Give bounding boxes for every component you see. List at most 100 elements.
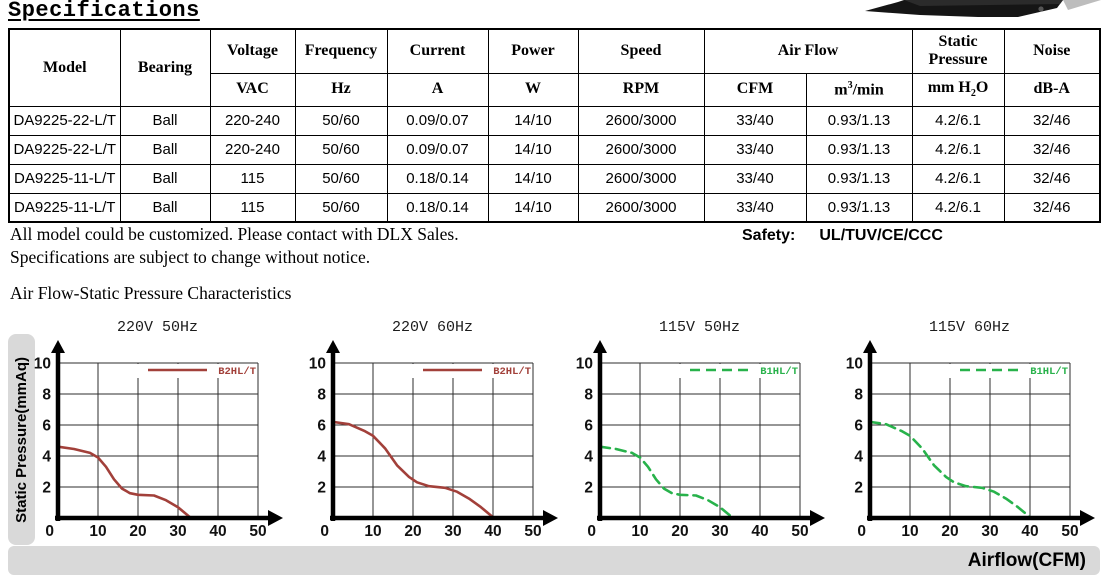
- cell-static-pressure: 4.2/6.1: [911, 105, 1005, 136]
- svg-text:20: 20: [671, 523, 688, 540]
- cell-speed: 2600/3000: [577, 163, 705, 194]
- cell-m3min: 0.93/1.13: [805, 134, 913, 165]
- svg-text:50: 50: [791, 523, 808, 540]
- svg-text:40: 40: [1021, 523, 1038, 540]
- unit-rpm: RPM: [577, 72, 705, 107]
- svg-text:6: 6: [42, 418, 51, 435]
- svg-text:50: 50: [249, 523, 266, 540]
- col-header-voltage: Voltage: [209, 28, 296, 74]
- cell-noise: 32/46: [1003, 192, 1101, 223]
- chart-canvas: B1HL/T 0 10 20 30 40 50 2 4 6 8 10: [832, 340, 1097, 545]
- svg-text:6: 6: [854, 418, 863, 435]
- cell-static-pressure: 4.2/6.1: [911, 192, 1005, 223]
- unit-w: W: [487, 72, 579, 107]
- chart-canvas: B2HL/T 0 10 20 30 40 50 2 4 6 8 10: [20, 340, 285, 545]
- svg-text:4: 4: [42, 449, 51, 466]
- svg-text:20: 20: [941, 523, 958, 540]
- svg-text:50: 50: [524, 523, 541, 540]
- safety-label: Safety:: [742, 227, 796, 244]
- svg-text:50: 50: [1061, 523, 1078, 540]
- cell-frequency: 50/60: [294, 105, 388, 136]
- svg-text:6: 6: [317, 418, 326, 435]
- cell-static-pressure: 4.2/6.1: [911, 163, 1005, 194]
- cell-m3min: 0.93/1.13: [805, 163, 913, 194]
- cell-bearing: Ball: [119, 192, 211, 223]
- table-row: DA9225-22-L/T Ball 220-240 50/60 0.09/0.…: [8, 105, 1101, 136]
- cell-cfm: 33/40: [703, 163, 807, 194]
- svg-text:8: 8: [42, 387, 51, 404]
- svg-text:10: 10: [364, 523, 381, 540]
- page-title: Specifications: [8, 0, 200, 23]
- chart-title: 220V 50Hz: [116, 319, 198, 336]
- chart-title: 115V 60Hz: [928, 319, 1010, 336]
- cell-bearing: Ball: [119, 134, 211, 165]
- footnotes: All model could be customized. Please co…: [10, 223, 459, 268]
- cell-noise: 32/46: [1003, 105, 1101, 136]
- cell-frequency: 50/60: [294, 192, 388, 223]
- fan-photo-corner: [865, 0, 1101, 17]
- svg-text:0: 0: [45, 523, 54, 540]
- cell-m3min: 0.93/1.13: [805, 105, 913, 136]
- svg-text:2: 2: [854, 480, 863, 497]
- table-row: DA9225-11-L/T Ball 115 50/60 0.18/0.14 1…: [8, 163, 1101, 194]
- svg-text:8: 8: [854, 387, 863, 404]
- svg-text:30: 30: [444, 523, 461, 540]
- col-header-model: Model: [8, 28, 121, 107]
- svg-text:0: 0: [857, 523, 866, 540]
- table-row: DA9225-11-L/T Ball 115 50/60 0.18/0.14 1…: [8, 192, 1101, 223]
- svg-text:10: 10: [34, 356, 51, 373]
- cell-current: 0.09/0.07: [386, 105, 489, 136]
- cell-power: 14/10: [487, 105, 579, 136]
- cell-m3min: 0.93/1.13: [805, 192, 913, 223]
- cell-current: 0.18/0.14: [386, 163, 489, 194]
- table-row: DA9225-22-L/T Ball 220-240 50/60 0.09/0.…: [8, 134, 1101, 165]
- unit-mmh2o: mm H2O: [911, 72, 1005, 107]
- svg-text:B1HL/T: B1HL/T: [760, 366, 798, 378]
- cell-model: DA9225-11-L/T: [8, 163, 121, 194]
- cell-cfm: 33/40: [703, 134, 807, 165]
- col-header-speed: Speed: [577, 28, 705, 74]
- svg-text:8: 8: [317, 387, 326, 404]
- svg-text:20: 20: [129, 523, 146, 540]
- cell-bearing: Ball: [119, 163, 211, 194]
- svg-text:20: 20: [404, 523, 421, 540]
- col-header-static-pressure: Static Pressure: [911, 28, 1005, 74]
- col-header-bearing: Bearing: [119, 28, 211, 107]
- svg-text:0: 0: [587, 523, 596, 540]
- cell-frequency: 50/60: [294, 134, 388, 165]
- chart-title: 115V 50Hz: [658, 319, 740, 336]
- cell-cfm: 33/40: [703, 105, 807, 136]
- svg-text:10: 10: [901, 523, 918, 540]
- svg-text:B2HL/T: B2HL/T: [493, 366, 531, 378]
- svg-text:30: 30: [711, 523, 728, 540]
- svg-text:4: 4: [854, 449, 863, 466]
- chart-115v-50hz: 115V 50Hz B1HL/T 0 10 20 30 40 50 2 4 6 8 10: [562, 318, 827, 546]
- cell-frequency: 50/60: [294, 163, 388, 194]
- x-axis-label-bar: Airflow(CFM): [8, 546, 1100, 575]
- cell-power: 14/10: [487, 134, 579, 165]
- svg-text:10: 10: [309, 356, 326, 373]
- svg-text:2: 2: [584, 480, 593, 497]
- svg-text:10: 10: [576, 356, 593, 373]
- cell-voltage: 115: [209, 163, 296, 194]
- cell-voltage: 115: [209, 192, 296, 223]
- col-header-power: Power: [487, 28, 579, 74]
- cell-static-pressure: 4.2/6.1: [911, 134, 1005, 165]
- svg-text:B2HL/T: B2HL/T: [218, 366, 256, 378]
- cell-bearing: Ball: [119, 105, 211, 136]
- svg-text:B1HL/T: B1HL/T: [1030, 366, 1068, 378]
- cell-speed: 2600/3000: [577, 192, 705, 223]
- cell-current: 0.18/0.14: [386, 192, 489, 223]
- cell-voltage: 220-240: [209, 105, 296, 136]
- cell-voltage: 220-240: [209, 134, 296, 165]
- spec-table: Model Bearing Voltage Frequency Current …: [8, 28, 1101, 223]
- cell-cfm: 33/40: [703, 192, 807, 223]
- svg-text:2: 2: [42, 480, 51, 497]
- svg-text:0: 0: [320, 523, 329, 540]
- cell-model: DA9225-11-L/T: [8, 192, 121, 223]
- svg-text:40: 40: [484, 523, 501, 540]
- cell-power: 14/10: [487, 163, 579, 194]
- chart-title: 220V 60Hz: [391, 319, 473, 336]
- col-header-frequency: Frequency: [294, 28, 388, 74]
- svg-text:10: 10: [631, 523, 648, 540]
